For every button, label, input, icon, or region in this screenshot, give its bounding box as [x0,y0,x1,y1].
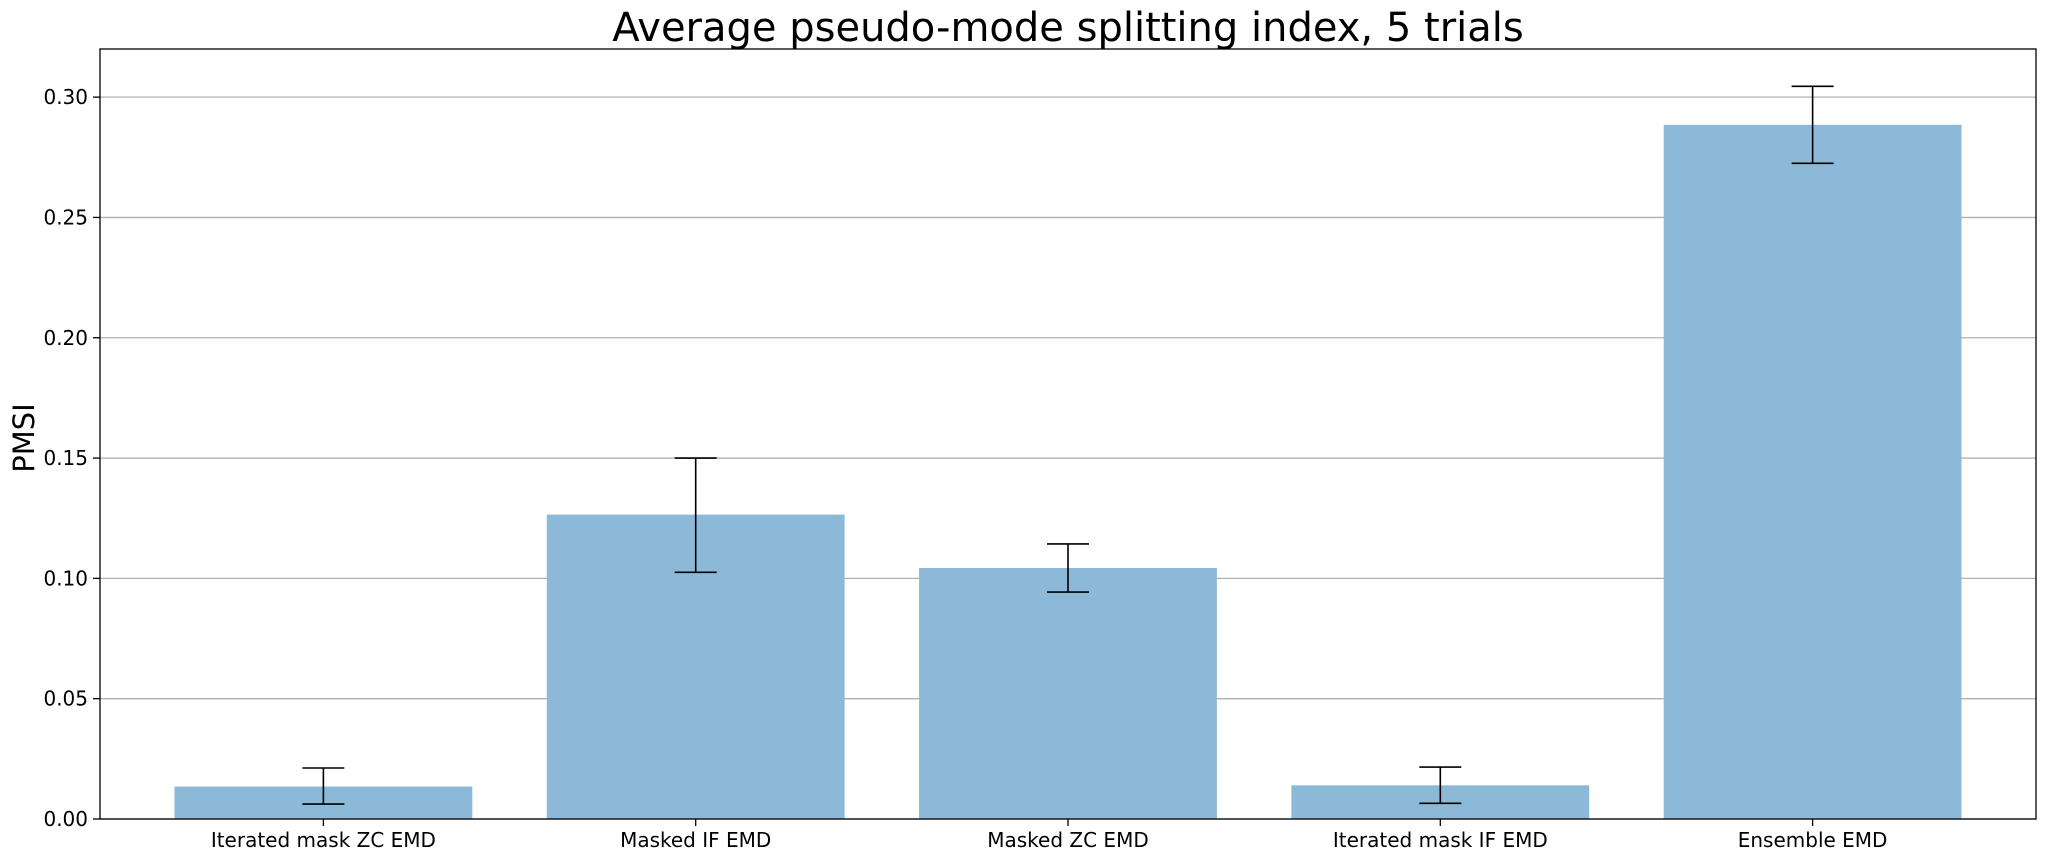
y-tick-label: 0.30 [43,85,88,109]
x-axis-ticks: Iterated mask ZC EMD Masked IF EMD Masked … [211,819,1888,852]
y-tick-label: 0.15 [43,446,88,470]
y-tick-label: 0.25 [43,205,88,229]
x-tick-label: Iterated mask ZC EMD [211,828,436,852]
chart-title: Average pseudo-mode splitting index, 5 t… [612,5,1523,51]
y-tick-label: 0.10 [43,566,88,590]
x-tick-label: Masked IF EMD [620,828,771,852]
bar [919,568,1217,819]
x-tick-label: Masked ZC EMD [987,828,1148,852]
bars [174,124,1962,819]
y-axis-ticks: 0.00 0.05 0.10 0.15 0.20 0.25 0.30 [43,85,100,831]
y-axis-label: PMSI [7,403,41,472]
y-tick-label: 0.20 [43,326,88,350]
y-tick-label: 0.00 [43,807,88,831]
x-tick-label: Iterated mask IF EMD [1333,828,1548,852]
x-tick-label: Ensemble EMD [1738,828,1888,852]
error-bars [302,85,1834,805]
y-tick-label: 0.05 [43,687,88,711]
bar [1663,124,1962,819]
